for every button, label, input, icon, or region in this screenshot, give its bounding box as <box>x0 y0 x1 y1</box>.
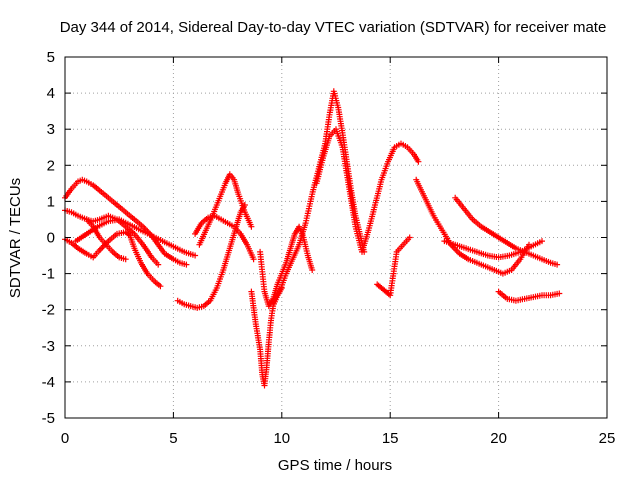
y-tick-label: 5 <box>47 49 55 66</box>
series-track-8 <box>192 212 257 263</box>
series-markers <box>313 126 422 255</box>
y-tick-label: 3 <box>47 121 55 138</box>
series-markers <box>495 288 563 304</box>
series-markers <box>452 194 561 268</box>
x-tick-label: 25 <box>599 430 616 447</box>
series-markers <box>83 216 129 263</box>
y-tick-label: -1 <box>42 266 55 283</box>
series-track-12 <box>313 126 422 255</box>
x-tick-label: 0 <box>61 430 69 447</box>
y-tick-label: -2 <box>42 302 55 319</box>
series-track-4 <box>72 216 199 259</box>
x-tick-label: 5 <box>169 430 177 447</box>
series-markers <box>248 285 285 389</box>
series-markers <box>374 234 413 299</box>
series-markers <box>174 202 248 311</box>
series-markers <box>257 223 316 310</box>
y-tick-label: 2 <box>47 157 55 174</box>
y-tick-label: 1 <box>47 193 55 210</box>
series-track-15 <box>452 194 561 268</box>
series-markers <box>72 216 199 259</box>
series-track-17 <box>495 288 563 304</box>
x-tick-label: 10 <box>273 430 290 447</box>
x-tick-label: 15 <box>382 430 399 447</box>
series-markers <box>196 171 255 248</box>
x-axis-label: GPS time / hours <box>278 457 392 474</box>
series-track-14 <box>413 176 532 277</box>
y-tick-label: 0 <box>47 230 55 247</box>
series-track-6 <box>174 202 248 311</box>
y-tick-label: 4 <box>47 85 55 102</box>
chart-title: Day 344 of 2014, Sidereal Day-to-day VTE… <box>60 19 607 36</box>
series-track-16 <box>441 238 545 261</box>
series-track-13 <box>374 234 413 299</box>
series-markers <box>413 176 532 277</box>
series-track-7 <box>196 171 255 248</box>
y-tick-label: -3 <box>42 338 55 355</box>
x-tick-label: 20 <box>490 430 507 447</box>
series-markers <box>192 212 257 263</box>
axis-ticks: 0 5 10 15 20 25 -5 -4 -3 -2 -1 0 1 2 3 4 5 <box>42 49 616 447</box>
data-series <box>62 88 563 389</box>
series-track-5 <box>83 216 129 263</box>
grid <box>65 57 607 418</box>
series-track-10 <box>257 223 316 310</box>
y-tick-label: -4 <box>42 374 55 391</box>
y-tick-label: -5 <box>42 410 55 427</box>
y-axis-label: SDTVAR / TECUs <box>7 178 24 298</box>
series-track-9 <box>248 285 285 389</box>
